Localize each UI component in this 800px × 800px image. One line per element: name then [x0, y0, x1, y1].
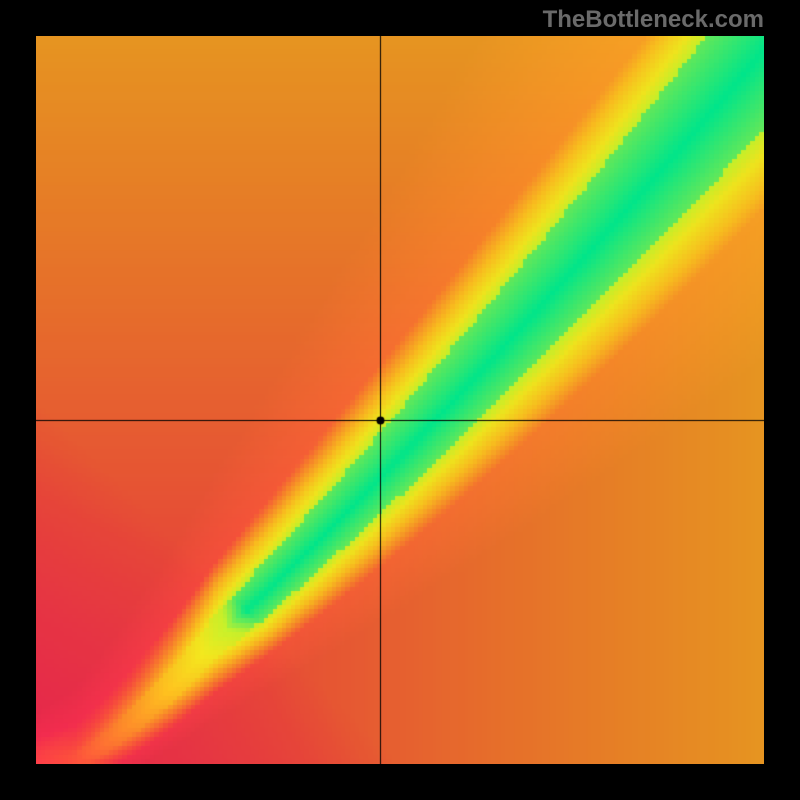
watermark-text: TheBottleneck.com — [543, 6, 764, 34]
bottleneck-heatmap — [36, 36, 764, 764]
chart-container: TheBottleneck.com — [0, 0, 800, 800]
